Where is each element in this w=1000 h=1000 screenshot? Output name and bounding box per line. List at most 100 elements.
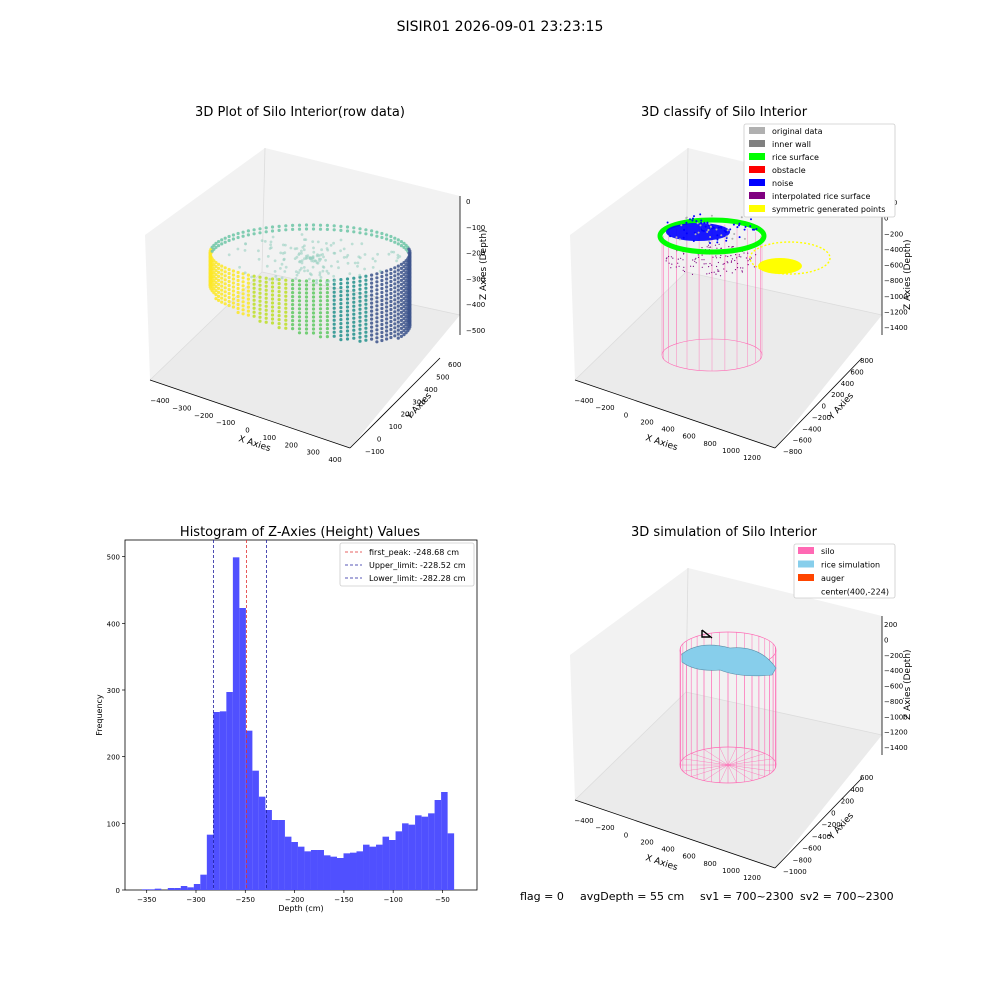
panel1-point <box>284 315 287 318</box>
panel2-noise-point <box>700 220 702 222</box>
panel1-point <box>217 271 220 274</box>
panel1-point <box>326 331 329 334</box>
hist-bar <box>142 889 149 890</box>
panel1-point <box>389 235 392 238</box>
panel1-point <box>393 270 396 273</box>
panel1-point <box>217 287 220 290</box>
hist-title: Histogram of Z-Axies (Height) Values <box>180 525 420 540</box>
panel2-interpolated-point <box>740 256 741 257</box>
panel1-point <box>333 287 336 290</box>
panel1-point <box>397 269 400 272</box>
panel2-interpolated-point <box>698 257 699 258</box>
hist-bar <box>344 853 351 890</box>
panel1-point <box>408 317 411 320</box>
hist-bar <box>402 823 409 890</box>
panel1-point <box>385 301 388 304</box>
panel2-noise-point <box>716 234 718 236</box>
panel1-point <box>346 297 349 300</box>
panel1-point <box>278 286 281 289</box>
panel1-point <box>346 309 349 312</box>
panel2-ytick: −200 <box>812 414 831 422</box>
panel1-point <box>319 291 322 294</box>
panel1-ytick: 100 <box>389 423 402 431</box>
panel1-point <box>389 312 392 315</box>
panel1-point <box>389 328 392 331</box>
panel1-point <box>228 288 231 291</box>
panel1-point <box>315 282 318 285</box>
hist-bar <box>181 886 188 890</box>
panel1-point <box>319 287 322 290</box>
panel2-noise-point <box>689 218 691 220</box>
panel1-point <box>370 278 373 281</box>
panel1-point <box>271 285 274 288</box>
panel2-interpolated-point <box>695 259 696 260</box>
panel1-point <box>312 223 315 226</box>
panel1-point <box>303 238 306 241</box>
panel1-point <box>400 287 403 290</box>
panel1-point <box>389 288 392 291</box>
panel1-point <box>224 286 227 289</box>
panel1-point <box>220 265 223 268</box>
panel2-interpolated-point <box>692 274 693 275</box>
panel2-interpolated-point <box>749 258 750 259</box>
panel1-point <box>374 260 377 263</box>
panel1-point <box>380 319 383 322</box>
panel1-point <box>375 280 378 283</box>
panel1-point <box>397 293 400 296</box>
panel1-point <box>397 309 400 312</box>
panel2-interpolated-point <box>748 264 749 265</box>
panel1-point <box>224 282 227 285</box>
panel1-point <box>333 224 336 227</box>
panel1-point <box>271 293 274 296</box>
hist-ytick-label: 200 <box>107 754 120 762</box>
panel2-interpolated-point <box>737 267 738 268</box>
panel4-xtick: −200 <box>595 824 614 832</box>
panel1-point <box>358 300 361 303</box>
panel2-noise-point <box>718 227 720 229</box>
panel1-point <box>284 287 287 290</box>
panel2-interpolated-point <box>721 248 722 249</box>
panel1-point <box>332 275 335 278</box>
panel2-interpolated-point <box>693 266 694 267</box>
panel1-point <box>291 291 294 294</box>
panel2-interpolated-point <box>683 267 684 268</box>
panel1-point <box>380 279 383 282</box>
legend-swatch <box>798 574 814 581</box>
panel1-point <box>298 287 301 290</box>
panel1-ytick: 600 <box>448 361 461 369</box>
panel2-interpolated-point <box>690 266 691 267</box>
panel1-point <box>375 292 378 295</box>
panel1-point <box>258 312 261 315</box>
panel2-interpolated-point <box>715 245 716 246</box>
panel1-point <box>278 302 281 305</box>
panel1-point <box>265 230 268 233</box>
panel1-point <box>258 276 261 279</box>
hist-bar <box>200 875 207 890</box>
panel1-point <box>271 301 274 304</box>
panel1-point <box>238 266 241 269</box>
panel1-point <box>325 281 328 284</box>
panel1-point <box>333 252 336 255</box>
panel1-point <box>228 296 231 299</box>
panel2-interpolated-point <box>711 272 712 273</box>
panel1-point <box>247 282 250 285</box>
panel2-ztick: −600 <box>884 262 903 270</box>
panel1-point <box>393 290 396 293</box>
panel2-noise-point <box>667 222 669 224</box>
panel1-point <box>330 244 333 247</box>
panel1-point <box>291 287 294 290</box>
panel1-point <box>358 288 361 291</box>
panel1-point <box>400 291 403 294</box>
hist-ytick-label: 400 <box>107 620 120 628</box>
panel2-noise-point <box>703 222 705 224</box>
panel2-noise-point <box>685 217 687 219</box>
panel1-point <box>253 303 256 306</box>
panel1-point <box>237 303 240 306</box>
panel1-point <box>339 278 342 281</box>
panel1-point <box>375 332 378 335</box>
panel1-point <box>333 228 336 231</box>
panel1-point <box>320 248 323 251</box>
panel4-legend: silorice simulationaugercenter(400,-224) <box>794 544 895 598</box>
panel1-point <box>375 324 378 327</box>
panel1-point <box>333 307 336 310</box>
